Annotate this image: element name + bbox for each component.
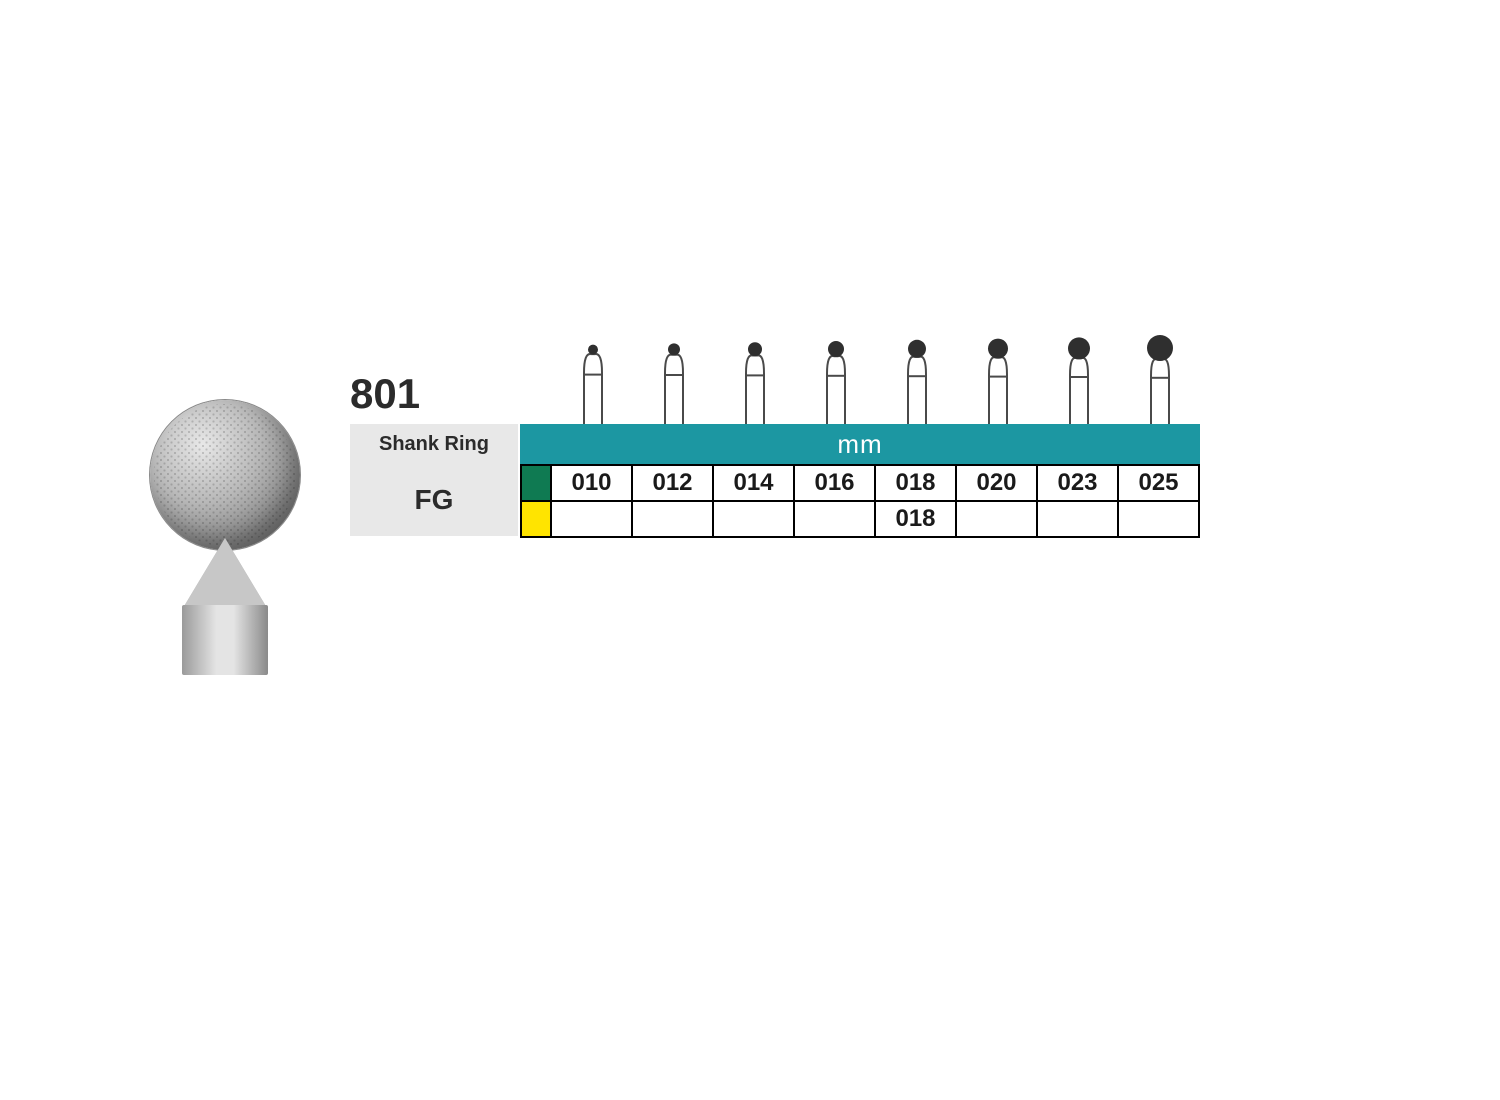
grid-cell: 014 (714, 466, 795, 502)
product-photo (130, 400, 320, 660)
fg-row: FG 010012014016018020023025 018 (350, 464, 1200, 538)
model-number: 801 (350, 370, 1200, 418)
spec-chart: 801 Shank Ring mm FG 0100120140160180200… (350, 370, 1200, 538)
grid-cell (1038, 502, 1119, 538)
grid-cell (522, 466, 552, 502)
bur-shaft-icon (182, 605, 268, 675)
grid-cell: 018 (876, 466, 957, 502)
shank-ring-row: Shank Ring mm (350, 424, 1200, 464)
grid-cell: 016 (795, 466, 876, 502)
bur-neck-icon (183, 538, 267, 608)
size-grid: 010012014016018020023025 018 (520, 464, 1200, 538)
grid-cell: 020 (957, 466, 1038, 502)
mm-text: mm (837, 429, 882, 460)
canvas: 801 Shank Ring mm FG 0100120140160180200… (0, 0, 1500, 1100)
grid-cell (552, 502, 633, 538)
grid-cell (714, 502, 795, 538)
diamond-head-icon (150, 400, 300, 550)
grid-cell (957, 502, 1038, 538)
grid-cell (522, 502, 552, 538)
grid-cell (633, 502, 714, 538)
grid-cell (1119, 502, 1200, 538)
shank-ring-label: Shank Ring (350, 424, 520, 464)
grid-cell: 023 (1038, 466, 1119, 502)
grid-cell: 018 (876, 502, 957, 538)
grid-cell: 010 (552, 466, 633, 502)
grid-cell: 025 (1119, 466, 1200, 502)
mm-header-bar: mm (520, 424, 1200, 464)
grid-cell: 012 (633, 466, 714, 502)
fg-label: FG (350, 464, 520, 536)
grid-cell (795, 502, 876, 538)
